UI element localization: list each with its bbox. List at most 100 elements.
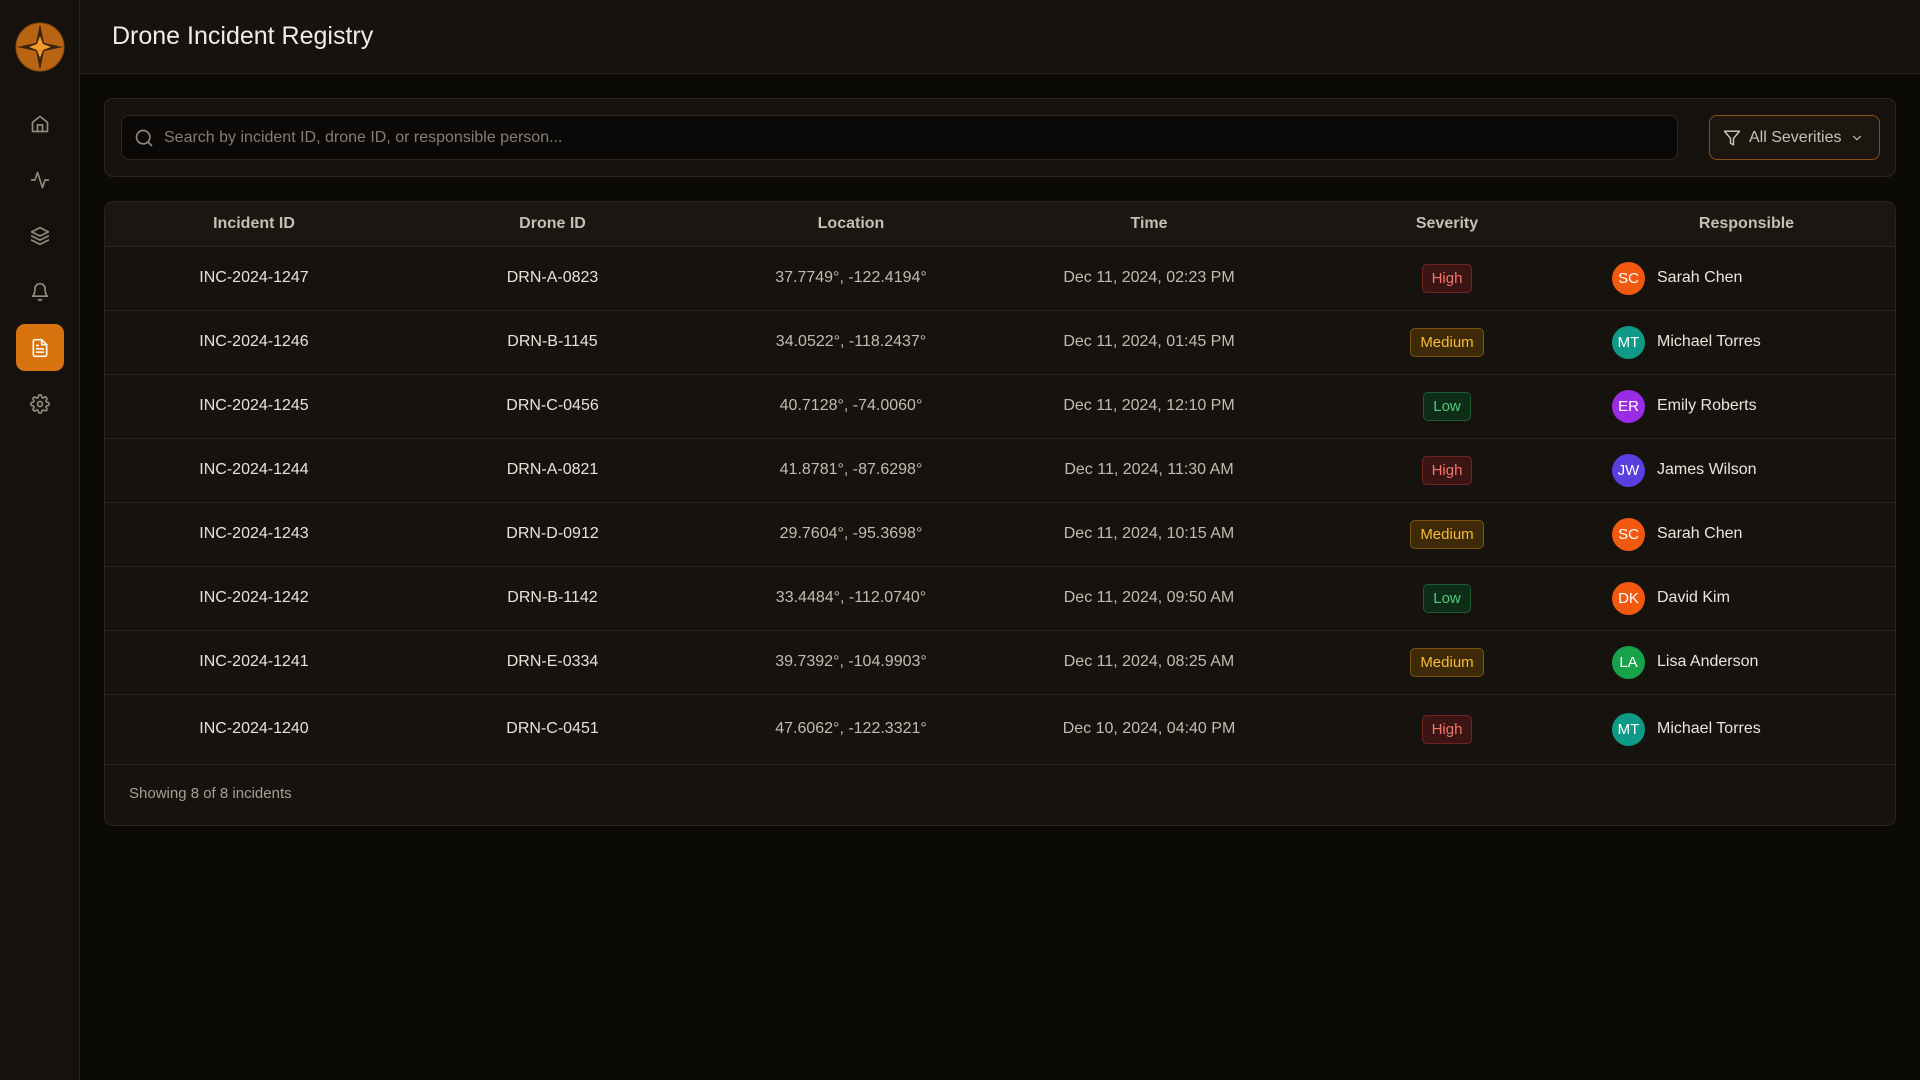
table-row[interactable]: INC-2024-1243 DRN-D-0912 29.7604°, -95.3…	[105, 502, 1895, 567]
severity-cell: Medium	[1298, 630, 1596, 695]
incident-id-cell: INC-2024-1243	[105, 502, 403, 567]
responsible-name: David Kim	[1657, 589, 1730, 606]
severity-badge: Low	[1423, 391, 1471, 421]
severity-cell: Medium	[1298, 310, 1596, 375]
column-header-time[interactable]: Time	[1000, 202, 1298, 247]
column-header-incident-id[interactable]: Incident ID	[105, 202, 403, 247]
incident-id-cell: INC-2024-1246	[105, 310, 403, 375]
results-summary: Showing 8 of 8 incidents	[129, 785, 292, 802]
time-cell: Dec 11, 2024, 09:50 AM	[1000, 566, 1298, 631]
sidebar-item-home[interactable]	[16, 100, 64, 147]
responsible-cell: SC Sarah Chen	[1596, 502, 1895, 567]
table-row[interactable]: INC-2024-1242 DRN-B-1142 33.4484°, -112.…	[105, 566, 1895, 631]
document-icon	[32, 338, 48, 357]
sidebar-item-notifications[interactable]	[16, 268, 64, 315]
incident-id-cell: INC-2024-1247	[105, 246, 403, 311]
table-row[interactable]: INC-2024-1247 DRN-A-0823 37.7749°, -122.…	[105, 246, 1895, 311]
responsible-cell: SC Sarah Chen	[1596, 246, 1895, 311]
responsible-cell: DK David Kim	[1596, 566, 1895, 631]
drone-id-cell: DRN-A-0823	[403, 246, 702, 311]
column-header-responsible[interactable]: Responsible	[1596, 202, 1895, 247]
avatar: JW	[1612, 453, 1645, 487]
gear-icon	[29, 393, 50, 414]
location-cell: 29.7604°, -95.3698°	[702, 502, 1000, 567]
drone-id-cell: DRN-A-0821	[403, 438, 702, 503]
table-row[interactable]: INC-2024-1245 DRN-C-0456 40.7128°, -74.0…	[105, 374, 1895, 439]
severity-cell: Medium	[1298, 502, 1596, 567]
responsible-cell: JW James Wilson	[1596, 438, 1895, 503]
avatar: SC	[1612, 261, 1645, 295]
incident-id-cell: INC-2024-1244	[105, 438, 403, 503]
time-cell: Dec 11, 2024, 12:10 PM	[1000, 374, 1298, 439]
search-box[interactable]	[121, 115, 1678, 160]
table-row[interactable]: INC-2024-1246 DRN-B-1145 34.0522°, -118.…	[105, 310, 1895, 375]
sidebar-item-layers[interactable]	[16, 212, 64, 259]
responsible-name: Lisa Anderson	[1657, 653, 1759, 670]
time-cell: Dec 11, 2024, 01:45 PM	[1000, 310, 1298, 375]
severity-badge: Medium	[1410, 647, 1484, 677]
responsible-name: Sarah Chen	[1657, 269, 1743, 286]
logo-icon[interactable]	[15, 22, 65, 72]
sidebar-item-activity[interactable]	[16, 156, 64, 203]
search-panel: All Severities	[104, 98, 1896, 177]
location-cell: 41.8781°, -87.6298°	[702, 438, 1000, 503]
location-cell: 34.0522°, -118.2437°	[702, 310, 1000, 375]
sidebar-item-settings[interactable]	[16, 380, 64, 427]
drone-id-cell: DRN-D-0912	[403, 502, 702, 567]
bell-icon	[31, 282, 48, 301]
severity-cell: High	[1298, 246, 1596, 311]
search-input[interactable]	[164, 116, 1677, 159]
column-header-drone-id[interactable]: Drone ID	[403, 202, 702, 247]
search-icon	[135, 129, 153, 146]
sidebar-item-incidents[interactable]	[15, 324, 64, 371]
table-row[interactable]: INC-2024-1241 DRN-E-0334 39.7392°, -104.…	[105, 630, 1895, 695]
table-row[interactable]: INC-2024-1244 DRN-A-0821 41.8781°, -87.6…	[105, 438, 1895, 503]
location-cell: 37.7749°, -122.4194°	[702, 246, 1000, 311]
severity-cell: High	[1298, 694, 1596, 765]
severity-cell: High	[1298, 438, 1596, 503]
responsible-cell: MT Michael Torres	[1596, 310, 1895, 375]
severity-badge: High	[1421, 714, 1473, 744]
incident-id-cell: INC-2024-1245	[105, 374, 403, 439]
activity-icon	[30, 171, 49, 188]
location-cell: 33.4484°, -112.0740°	[702, 566, 1000, 631]
home-icon	[31, 115, 48, 132]
incident-table-panel: Incident ID Drone ID Location Time Sever…	[104, 201, 1896, 826]
avatar: MT	[1612, 325, 1645, 359]
column-header-severity[interactable]: Severity	[1298, 202, 1596, 247]
responsible-name: James Wilson	[1657, 461, 1757, 478]
drone-id-cell: DRN-C-0451	[403, 694, 702, 765]
avatar: SC	[1612, 517, 1645, 551]
severity-badge: High	[1421, 263, 1473, 293]
chevron-down-icon	[1853, 135, 1862, 140]
severity-badge: High	[1421, 455, 1473, 485]
time-cell: Dec 11, 2024, 11:30 AM	[1000, 438, 1298, 503]
table-header-row: Incident ID Drone ID Location Time Sever…	[105, 202, 1895, 247]
responsible-cell: MT Michael Torres	[1596, 694, 1895, 765]
avatar: ER	[1612, 389, 1645, 423]
avatar: MT	[1612, 712, 1645, 746]
drone-id-cell: DRN-E-0334	[403, 630, 702, 695]
severity-cell: Low	[1298, 566, 1596, 631]
severity-badge: Medium	[1410, 327, 1484, 357]
responsible-name: Sarah Chen	[1657, 525, 1743, 542]
sidebar	[0, 0, 80, 1080]
location-cell: 47.6062°, -122.3321°	[702, 694, 1000, 765]
incident-table: Incident ID Drone ID Location Time Sever…	[105, 202, 1895, 765]
responsible-name: Michael Torres	[1657, 333, 1761, 350]
filter-icon	[1723, 130, 1741, 145]
time-cell: Dec 11, 2024, 10:15 AM	[1000, 502, 1298, 567]
time-cell: Dec 11, 2024, 08:25 AM	[1000, 630, 1298, 695]
column-header-location[interactable]: Location	[702, 202, 1000, 247]
drone-id-cell: DRN-B-1142	[403, 566, 702, 631]
time-cell: Dec 10, 2024, 04:40 PM	[1000, 694, 1298, 765]
severity-filter-label: All Severities	[1749, 128, 1842, 146]
table-row[interactable]: INC-2024-1240 DRN-C-0451 47.6062°, -122.…	[105, 694, 1895, 765]
severity-filter-dropdown[interactable]: All Severities	[1709, 115, 1880, 160]
responsible-cell: LA Lisa Anderson	[1596, 630, 1895, 695]
time-cell: Dec 11, 2024, 02:23 PM	[1000, 246, 1298, 311]
location-cell: 40.7128°, -74.0060°	[702, 374, 1000, 439]
sidebar-nav	[15, 100, 64, 427]
avatar: DK	[1612, 581, 1645, 615]
top-bar: Drone Incident Registry	[80, 0, 1920, 74]
